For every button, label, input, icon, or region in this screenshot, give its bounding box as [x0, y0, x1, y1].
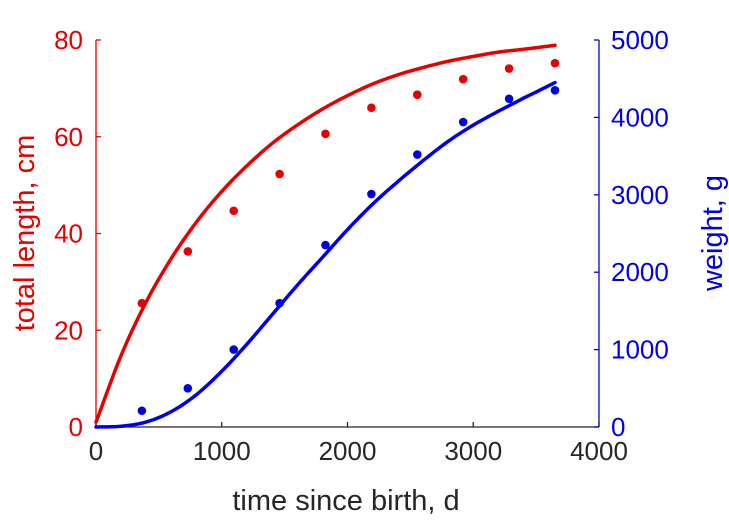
y-right-tick-label: 3000	[611, 180, 669, 210]
y-left-tick-label: 60	[54, 122, 83, 152]
weight-data-point	[183, 384, 193, 393]
labels-group: time since birth, d total length, cm wei…	[9, 135, 729, 517]
weight-data-point	[275, 298, 284, 308]
y-axis-right-label: weight, g	[697, 175, 729, 292]
y-right-tick-label: 4000	[611, 102, 669, 132]
length-data-point	[550, 58, 560, 68]
length-data-point	[229, 206, 238, 216]
y-left-tick-label: 40	[54, 219, 83, 249]
x-tick-label: 3000	[444, 436, 502, 466]
y-right-tick-label: 2000	[611, 257, 669, 287]
length-data-point	[367, 103, 376, 113]
weight-data-point	[412, 150, 422, 159]
length-data-point	[275, 169, 284, 179]
length-data-point	[458, 74, 468, 84]
x-tick-label: 0	[89, 436, 103, 466]
x-tick-label: 2000	[319, 436, 377, 466]
x-tick-label: 4000	[570, 436, 628, 466]
length-data-point	[137, 298, 147, 308]
weight-data-point	[321, 240, 330, 250]
length-data-point	[412, 90, 422, 99]
length-data-point	[183, 247, 193, 256]
y-right-tick-label: 1000	[611, 335, 669, 365]
weight-data-point	[137, 406, 147, 416]
y-left-tick-label: 0	[69, 412, 83, 442]
weight-data-point	[229, 345, 238, 354]
weight-data-point	[367, 189, 376, 199]
y-axis-left-label: total length, cm	[9, 135, 41, 332]
length-data-point	[321, 129, 330, 139]
y-left-tick-label: 20	[54, 315, 83, 345]
axes-group: 0 1000 2000 3000 400002040608001000200030004…	[54, 25, 669, 466]
x-axis-label: time since birth, d	[232, 485, 459, 517]
weight-data-point	[504, 94, 514, 104]
x-tick-label: 1000	[193, 436, 251, 466]
y-right-tick-label: 0	[611, 412, 625, 442]
points-group	[137, 58, 560, 416]
curves-group	[94, 43, 557, 429]
y-left-tick-label: 80	[54, 25, 83, 55]
weight-data-point	[458, 117, 468, 127]
weight-data-point	[550, 86, 560, 95]
weight-fit-line	[94, 80, 557, 429]
length-data-point	[504, 64, 514, 73]
length-fit-line	[94, 43, 557, 424]
y-right-tick-label: 5000	[611, 25, 669, 55]
